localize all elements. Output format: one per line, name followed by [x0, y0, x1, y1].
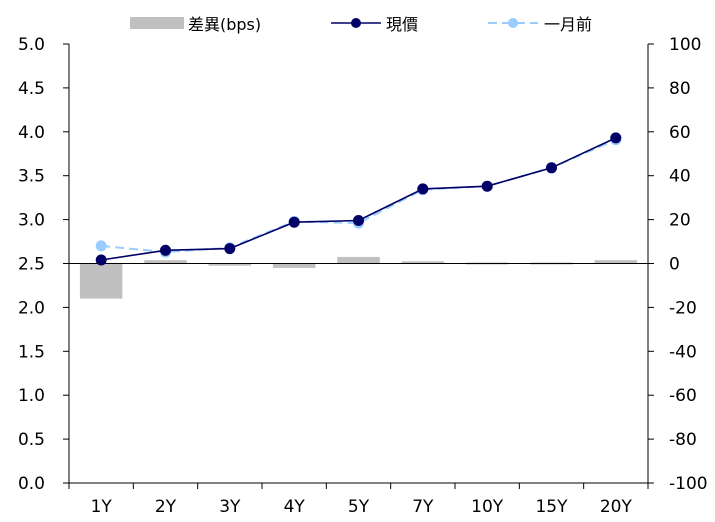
x-tick-label-1Y: 1Y: [91, 497, 113, 517]
left-axis-ticks: 0.0 0.5 1.0 1.5 2.0 2.5 3.0 3.5 4.0 4.5 5.0: [18, 35, 69, 494]
left-tick-label: 0.0: [18, 474, 45, 494]
right-tick-label: 20: [669, 211, 691, 231]
right-tick-label: 40: [669, 167, 691, 187]
point-current-15Y: [546, 162, 557, 174]
point-current-1Y: [95, 254, 107, 266]
point-current-3Y: [224, 243, 236, 255]
left-tick-label: 4.5: [18, 79, 45, 99]
x-tick-label-2Y: 2Y: [155, 497, 177, 517]
legend-label-current: 現價: [386, 15, 418, 34]
x-tick-label-7Y: 7Y: [412, 497, 434, 517]
legend-label-month-ago: 一月前: [544, 15, 592, 34]
right-tick-label: 100: [669, 35, 701, 55]
point-current-10Y: [481, 180, 493, 192]
left-tick-label: 1.5: [18, 342, 45, 362]
left-tick-label: 2.0: [18, 298, 45, 318]
legend: 差異(bps) 現價 一月前: [130, 15, 592, 34]
axes: [68, 44, 649, 484]
legend-swatch-bar: [130, 17, 184, 29]
left-tick-label: 4.0: [18, 123, 45, 143]
right-tick-label: 80: [669, 79, 691, 99]
point-current-20Y: [610, 132, 622, 144]
left-tick-label: 3.0: [18, 211, 45, 231]
bar-5Y: [337, 256, 380, 264]
x-tick-label-10Y: 10Y: [471, 497, 504, 517]
point-current-5Y: [353, 215, 364, 226]
right-tick-label: 0: [669, 255, 680, 275]
legend-swatch-month-ago-marker: [508, 18, 518, 28]
x-tick-label-4Y: 4Y: [284, 497, 306, 517]
bar-20Y: [594, 260, 638, 264]
right-tick-label: -100: [669, 474, 708, 494]
right-tick-label: -40: [669, 342, 697, 362]
left-tick-label: 1.0: [18, 386, 45, 406]
x-axis-ticks: 1Y 2Y 3Y 4Y 5Y 7Y 10Y 15Y 20Y: [68, 483, 649, 517]
bar-4Y: [272, 263, 316, 268]
left-tick-label: 5.0: [18, 35, 45, 55]
point-current-4Y: [288, 216, 300, 228]
right-tick-label: 60: [669, 123, 691, 143]
left-tick-label: 3.5: [18, 167, 45, 187]
x-tick-label-5Y: 5Y: [348, 497, 370, 517]
right-tick-label: -80: [669, 430, 697, 450]
point-month-ago-1Y: [95, 240, 107, 252]
series-line-month-ago: [101, 138, 617, 254]
legend-label-bar: 差異(bps): [188, 15, 261, 34]
right-axis-ticks: -100 -80 -60 -40 -20 0 20 40 60 80 100: [648, 35, 708, 494]
point-current-2Y: [160, 244, 171, 256]
bar-7Y: [401, 261, 445, 264]
legend-swatch-current-marker: [351, 18, 361, 28]
line-series: [95, 132, 622, 266]
right-tick-label: -60: [669, 386, 697, 406]
bar-2Y: [144, 260, 187, 264]
bar-1Y: [79, 263, 123, 299]
left-tick-label: 0.5: [18, 430, 45, 450]
point-current-7Y: [417, 183, 429, 195]
bar-3Y: [208, 263, 252, 266]
x-tick-label-15Y: 15Y: [535, 497, 568, 517]
right-tick-label: -20: [669, 298, 697, 318]
x-tick-label-20Y: 20Y: [600, 497, 633, 517]
x-tick-label-3Y: 3Y: [219, 497, 241, 517]
left-tick-label: 2.5: [18, 255, 45, 275]
series-line-current: [101, 137, 617, 261]
